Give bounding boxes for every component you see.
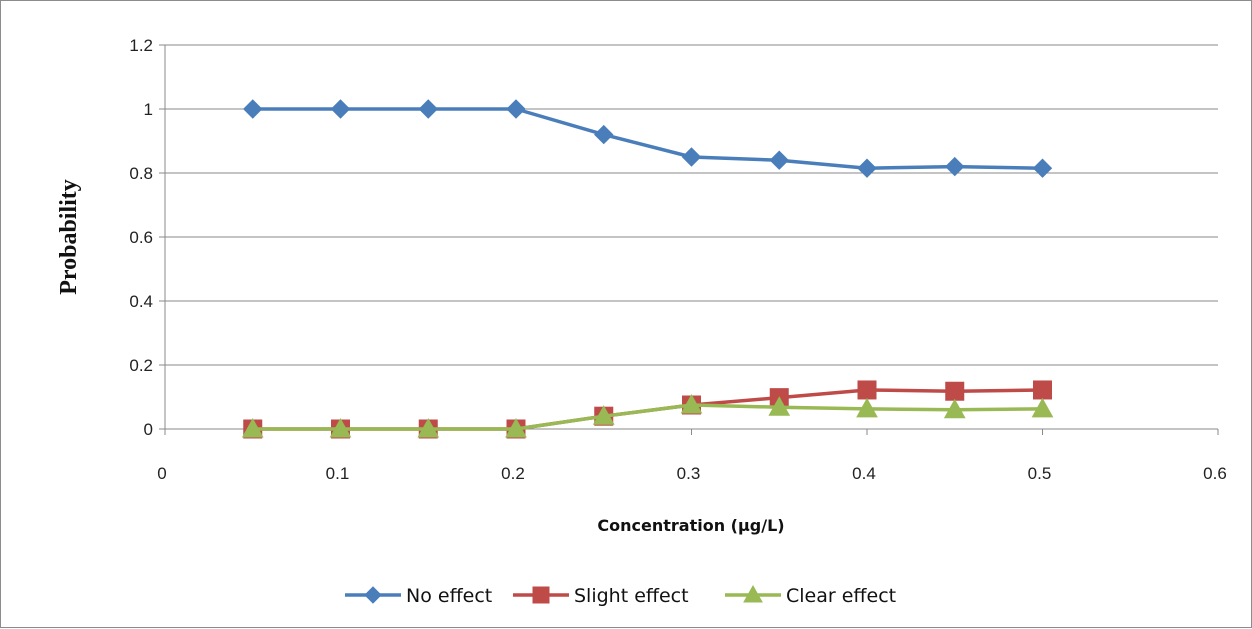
legend-label: Slight effect (574, 585, 689, 607)
data-point-triangle (505, 417, 527, 438)
legend-marker-triangle (743, 584, 763, 603)
gridlines (159, 44, 1218, 430)
data-point-diamond (594, 124, 614, 145)
series-line (252, 107, 1043, 170)
data-point-square (857, 380, 877, 400)
data-point-triangle (592, 405, 615, 425)
y-axis-label: Probability (56, 179, 82, 295)
legend-item: Slight effect (513, 585, 689, 607)
y-tick-label: 0.8 (129, 164, 153, 183)
legend-item: Clear effect (725, 584, 896, 607)
data-point-triangle (768, 396, 791, 416)
x-tick-label: 0 (157, 464, 166, 483)
y-tick-labels: 0 0.2 0.4 0.6 0.8 1 1.2 (129, 36, 153, 439)
data-point-diamond (769, 150, 789, 170)
data-point-square (945, 381, 965, 401)
x-tick-label: 0.5 (1028, 464, 1052, 483)
data-point-diamond (1032, 158, 1053, 178)
y-tick-label: 1 (144, 100, 153, 119)
data-point-diamond (681, 147, 702, 167)
x-tick-label: 0.4 (852, 464, 876, 483)
y-tick-label: 0 (144, 420, 153, 439)
data-point-triangle (329, 417, 352, 438)
x-tick-label: 0.1 (326, 464, 350, 483)
y-tick-label: 0.2 (129, 356, 153, 375)
x-tick-label: 0.6 (1203, 464, 1227, 483)
y-tick-label: 1.2 (129, 36, 153, 55)
legend-label: No effect (406, 585, 492, 607)
data-point-diamond (857, 158, 877, 178)
x-axis-label: Concentration (μg/L) (597, 516, 784, 535)
legend-marker-diamond (364, 586, 382, 604)
data-point-triangle (241, 417, 264, 438)
series-line (252, 403, 1043, 431)
data-point-triangle (856, 397, 878, 418)
x-tick-label: 0.3 (677, 464, 701, 483)
data-point-diamond (418, 99, 438, 119)
legend-label: Clear effect (786, 585, 896, 607)
x-tick-label: 0.2 (501, 464, 525, 483)
y-tick-label: 0.4 (129, 292, 153, 311)
data-point-diamond (945, 156, 965, 177)
data-point-diamond (506, 99, 526, 119)
data-point-triangle (417, 417, 440, 438)
data-point-square (1033, 380, 1052, 400)
legend-item: No effect (345, 585, 492, 607)
series-group (241, 99, 1054, 439)
data-point-triangle (680, 393, 703, 414)
series-clear-effect (241, 393, 1054, 438)
legend: No effect Slight effect Clear effect (345, 584, 896, 607)
data-point-triangle (1031, 397, 1054, 418)
data-point-diamond (243, 99, 263, 119)
x-tick-labels: 0 0.1 0.2 0.3 0.4 0.5 0.6 (157, 429, 1227, 483)
legend-marker-square (532, 586, 550, 604)
series-no-effect (243, 99, 1053, 178)
data-point-triangle (943, 398, 966, 419)
y-tick-label: 0.6 (129, 228, 153, 247)
data-point-diamond (330, 99, 351, 119)
